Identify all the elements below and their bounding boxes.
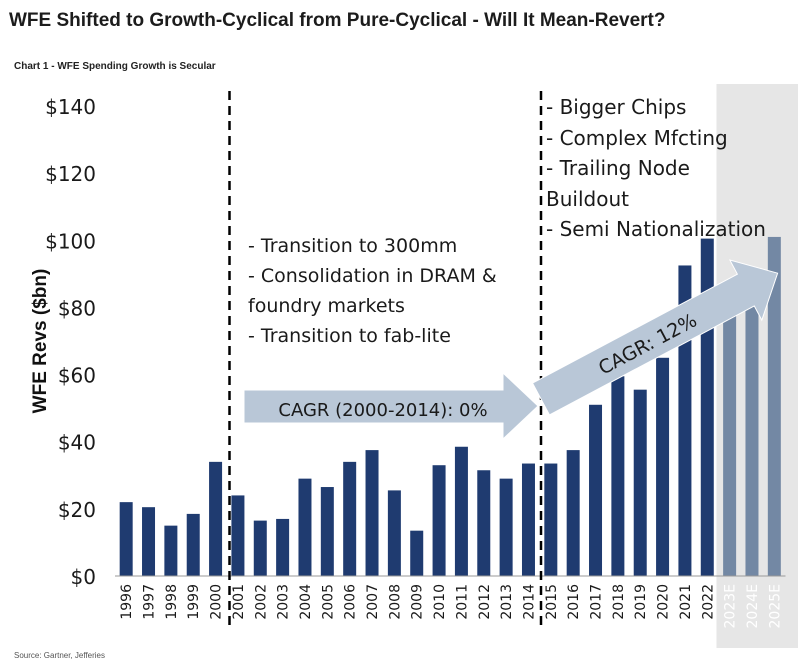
y-tick-label: $140 xyxy=(45,95,96,119)
x-tick-label: 2003 xyxy=(276,584,292,620)
cagr-growth-arrow xyxy=(531,259,779,416)
x-tick-label: 2005 xyxy=(320,584,336,620)
bar xyxy=(656,357,670,576)
bar xyxy=(544,463,558,576)
bar xyxy=(119,502,133,576)
source-note: Source: Gartner, Jefferies xyxy=(14,651,106,660)
right-note-line: - Semi Nationalization xyxy=(546,217,766,241)
right-note-line: - Complex Mfcting xyxy=(546,125,728,150)
bar xyxy=(633,389,647,576)
bar xyxy=(276,518,290,576)
right-note-line: - Trailing Node xyxy=(546,156,690,180)
bar xyxy=(231,495,245,576)
middle-notes: - Transition to 300mm - Consolidation in… xyxy=(248,231,497,351)
chart-title: WFE Shifted to Growth-Cyclical from Pure… xyxy=(9,10,666,31)
x-tick-label: 2014 xyxy=(521,584,537,620)
x-tick-label: 1999 xyxy=(186,584,202,620)
y-tick-label: $0 xyxy=(71,565,96,589)
bar xyxy=(477,470,491,576)
right-note-line: Buildout xyxy=(546,186,629,211)
x-tick-label: 1996 xyxy=(119,584,135,620)
bar xyxy=(410,530,424,576)
x-tick-label: 2011 xyxy=(454,584,470,620)
middle-note-line: - Transition to 300mm xyxy=(248,235,458,257)
bar xyxy=(320,487,334,576)
x-tick-label: 2019 xyxy=(633,584,649,620)
y-tick-label: $60 xyxy=(58,364,96,388)
y-tick-label: $20 xyxy=(58,498,96,522)
bar xyxy=(343,461,357,576)
right-note-line: - Bigger Chips xyxy=(546,95,687,119)
bar xyxy=(164,525,178,576)
x-tick-label: 2021 xyxy=(678,584,694,620)
right-notes: - Bigger Chips - Complex Mfcting - Trail… xyxy=(546,92,766,245)
x-tick-label: 2020 xyxy=(656,584,672,620)
middle-note-line: foundry markets xyxy=(248,295,405,317)
bar xyxy=(186,513,200,576)
bar xyxy=(723,302,737,576)
x-tick-label: 2008 xyxy=(387,584,403,620)
bar xyxy=(566,450,580,576)
y-tick-label: $40 xyxy=(58,431,96,455)
bar xyxy=(209,461,223,576)
x-tick-label: 2009 xyxy=(410,584,426,620)
x-tick-label: 2000 xyxy=(209,584,225,620)
bar xyxy=(611,376,625,576)
middle-note-line: - Transition to fab-lite xyxy=(248,325,451,347)
bar xyxy=(454,446,468,576)
bar xyxy=(387,490,401,576)
chart-subtitle: Chart 1 - WFE Spending Growth is Secular xyxy=(14,61,216,72)
x-tick-label: 2002 xyxy=(253,584,269,620)
x-tick-label: 2001 xyxy=(231,584,247,620)
bar xyxy=(767,236,781,576)
bar xyxy=(432,465,446,576)
middle-note-line: - Consolidation in DRAM & xyxy=(248,265,497,287)
y-tick-label: $80 xyxy=(58,296,96,320)
bar xyxy=(521,463,535,576)
x-tick-label: 2010 xyxy=(432,584,448,620)
y-axis-label: WFE Revs ($bn) xyxy=(30,269,51,414)
cagr-flat-arrow xyxy=(243,371,539,441)
x-tick-label: 2018 xyxy=(611,584,627,620)
bar xyxy=(253,520,267,576)
x-tick-label: 2022 xyxy=(700,584,716,620)
bar xyxy=(499,478,513,576)
x-tick-label: 2007 xyxy=(365,584,381,620)
x-tick-label: 1998 xyxy=(164,584,180,620)
bar xyxy=(589,404,603,576)
x-tick-label: 2017 xyxy=(589,584,605,620)
x-tick-label: 2006 xyxy=(343,584,359,620)
x-tick-label: 1997 xyxy=(142,584,158,620)
y-tick-label: $100 xyxy=(45,229,96,253)
bar xyxy=(298,478,312,576)
bar xyxy=(745,272,759,576)
y-tick-label: $120 xyxy=(45,162,96,186)
x-tick-label: 2024E xyxy=(745,584,761,628)
x-tick-label: 2012 xyxy=(477,584,493,620)
x-tick-label: 2013 xyxy=(499,584,515,620)
bar xyxy=(365,450,379,576)
bar xyxy=(142,507,156,576)
x-tick-label: 2004 xyxy=(298,584,314,620)
x-tick-label: 2025E xyxy=(767,584,783,628)
x-tick-label: 2015 xyxy=(544,584,560,620)
cagr-flat-label: CAGR (2000-2014): 0% xyxy=(278,400,487,421)
x-tick-label: 2016 xyxy=(566,584,582,620)
x-tick-label: 2023E xyxy=(723,584,739,628)
